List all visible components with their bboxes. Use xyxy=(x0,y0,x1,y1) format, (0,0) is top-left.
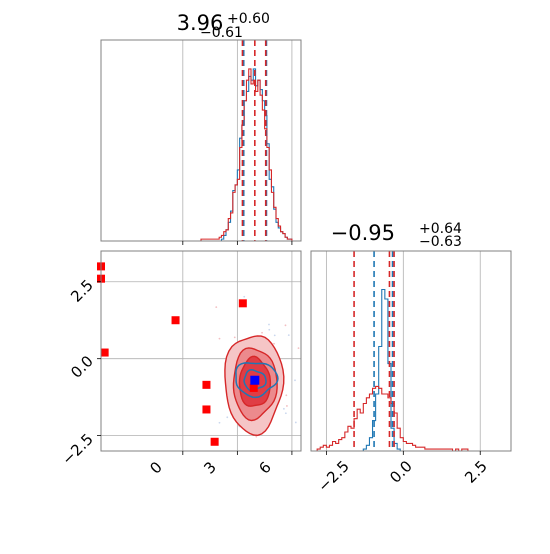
scatter-point xyxy=(297,347,300,349)
red-square-marker xyxy=(238,299,247,308)
grid-lines xyxy=(325,251,481,451)
scatter-point xyxy=(218,337,221,340)
title-x-minus: −0.61 xyxy=(200,25,243,41)
scatter-point xyxy=(233,336,236,339)
blue-contour xyxy=(243,369,267,392)
scatter-point xyxy=(294,379,296,382)
x-tick-label: −2.5 xyxy=(314,457,352,495)
tick-marks xyxy=(97,281,293,455)
scatter-point xyxy=(218,421,221,424)
red-square-marker xyxy=(210,437,219,446)
x-tick-label: 2.5 xyxy=(461,457,491,487)
x-tick-marks xyxy=(325,451,481,455)
title-y-minus: −0.63 xyxy=(419,234,462,250)
blue-contour xyxy=(235,362,279,399)
scatter-point xyxy=(285,394,288,397)
panel-frame xyxy=(310,250,512,452)
red-square-marker xyxy=(202,380,211,389)
title-x: 3.96 xyxy=(177,11,224,35)
x-tick-marks xyxy=(182,241,293,245)
y-tick-label: 0.0 xyxy=(67,352,97,382)
scatter-point xyxy=(215,306,218,308)
joint-panel: 0 3 6 −2.5 0.0 2.5 xyxy=(58,250,326,478)
red-square-marker xyxy=(100,348,109,357)
scatter-point xyxy=(284,412,287,415)
scatter-point xyxy=(287,334,290,337)
scatter-point xyxy=(284,324,287,327)
histogram-panel-y: −0.95 +0.64 −0.63 −2.5 0.0 2.5 xyxy=(310,221,512,496)
title-y: −0.95 xyxy=(331,221,395,245)
scatter-point xyxy=(286,405,288,407)
red-square-marker xyxy=(202,405,211,414)
scatter-point xyxy=(268,328,271,331)
title-x-value: 3.96 xyxy=(177,11,224,35)
panel-background xyxy=(311,251,511,451)
panel-background xyxy=(101,40,301,241)
red-square-marker xyxy=(249,383,258,392)
scatter-point xyxy=(273,342,275,345)
scatter-point xyxy=(226,416,229,419)
red-square-marker xyxy=(171,316,180,325)
title-x-plus: +0.60 xyxy=(227,11,270,27)
scatter-point xyxy=(268,323,270,326)
y-tick-label: 2.5 xyxy=(67,276,97,306)
scatter-point xyxy=(282,407,285,410)
truth-marker xyxy=(250,375,260,385)
scatter-point xyxy=(273,334,276,337)
x-tick-label: 6 xyxy=(255,458,274,477)
scatter-point xyxy=(261,331,263,334)
x-tick-label: 0 xyxy=(146,458,165,477)
title-y-value: −0.95 xyxy=(331,221,395,245)
quantile-lines xyxy=(353,251,395,451)
scatter-point xyxy=(243,295,246,298)
scatter-point xyxy=(255,435,258,438)
histogram-panel-x: 3.96 +0.60 −0.61 xyxy=(100,11,302,245)
grid-lines xyxy=(182,40,293,241)
title-y-plus: +0.64 xyxy=(419,221,462,237)
y-tick-label: −2.5 xyxy=(58,430,96,468)
quantile-lines xyxy=(241,40,268,241)
panel-frame xyxy=(100,250,302,452)
x-tick-label: 3 xyxy=(200,458,219,477)
x-tick-label: 0.0 xyxy=(386,457,416,487)
scatter-point xyxy=(294,421,297,424)
panel-frame xyxy=(100,39,302,242)
